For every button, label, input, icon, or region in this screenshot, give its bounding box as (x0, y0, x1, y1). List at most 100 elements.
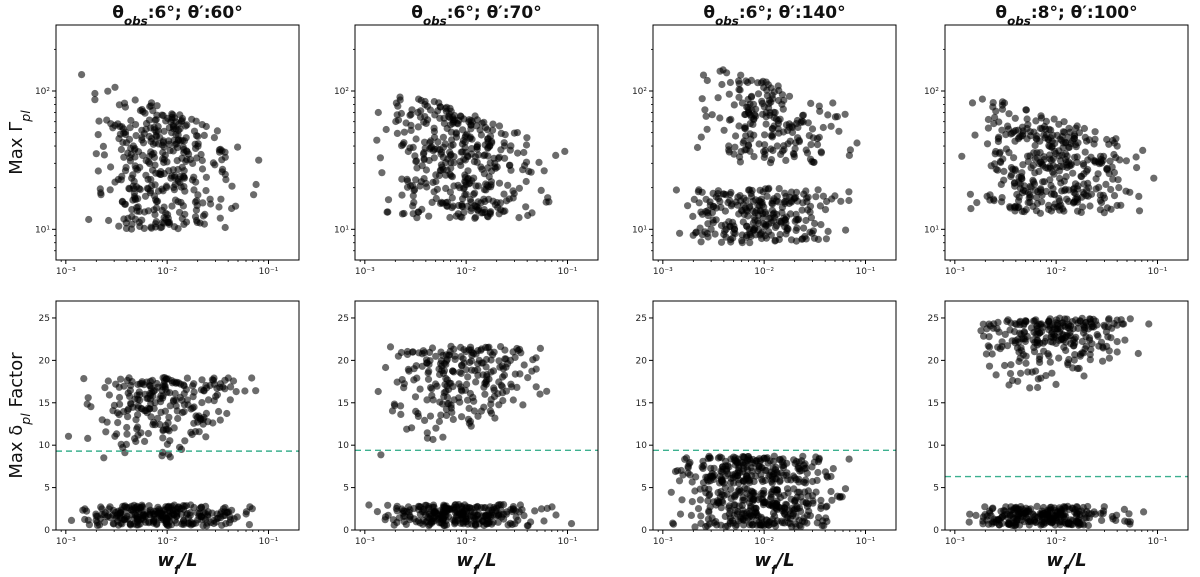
x-tick-label: 10⁻² (456, 537, 476, 547)
data-point (720, 491, 728, 499)
data-point (990, 120, 998, 128)
data-point (769, 509, 778, 517)
data-point (755, 140, 763, 148)
data-point (1052, 380, 1060, 388)
data-point (1072, 195, 1080, 203)
data-point (93, 518, 101, 527)
data-point (983, 140, 992, 148)
data-point (153, 520, 161, 529)
data-point (1020, 335, 1028, 343)
data-point (1135, 192, 1143, 200)
data-point (123, 430, 131, 438)
data-point (123, 423, 131, 432)
data-point (734, 201, 742, 209)
data-point (432, 424, 440, 432)
data-point (147, 137, 155, 145)
data-point (160, 127, 168, 135)
data-point (778, 203, 787, 211)
data-point (497, 343, 505, 351)
data-point (190, 173, 198, 181)
data-point (998, 105, 1007, 113)
data-point (814, 186, 822, 194)
data-point (520, 511, 528, 520)
x-tick-label: 10⁻² (754, 537, 774, 547)
data-point (684, 202, 692, 210)
data-point (423, 434, 432, 442)
data-point (1046, 504, 1054, 512)
data-point (413, 374, 421, 382)
data-point (1055, 504, 1063, 512)
data-point (1010, 154, 1018, 162)
data-point (1120, 505, 1128, 513)
data-point (789, 510, 798, 518)
data-point (1081, 514, 1089, 522)
x-axis-label: wf/L (1046, 550, 1086, 577)
data-point (153, 197, 162, 205)
data-point (552, 151, 560, 159)
data-point (428, 344, 437, 352)
data-point (221, 223, 229, 232)
data-point (842, 226, 850, 234)
data-point (829, 99, 837, 107)
data-point (432, 177, 440, 186)
data-point (703, 76, 711, 85)
data-point (813, 141, 822, 149)
data-point (469, 511, 477, 519)
data-point (745, 106, 753, 114)
data-point (713, 497, 722, 505)
data-point (1010, 179, 1019, 187)
data-point (785, 123, 793, 131)
data-point (250, 191, 258, 199)
data-point (989, 195, 998, 203)
data-point (1125, 510, 1133, 518)
data-point (161, 407, 169, 415)
data-point (778, 458, 787, 466)
data-point (447, 379, 455, 387)
data-point (145, 116, 153, 124)
data-point (719, 190, 727, 198)
data-point (374, 108, 382, 117)
data-point (495, 511, 503, 520)
data-point (1081, 345, 1089, 353)
data-point (1068, 517, 1076, 525)
data-point (121, 449, 129, 457)
data-point (1049, 185, 1057, 193)
data-point (128, 212, 136, 221)
data-point (815, 102, 823, 110)
data-point (386, 343, 395, 351)
data-point (126, 124, 134, 132)
data-point (494, 518, 502, 526)
data-point (171, 196, 180, 204)
data-point (698, 210, 707, 218)
data-point (104, 87, 112, 95)
data-point (520, 361, 528, 369)
data-point (1058, 518, 1066, 526)
data-point (994, 318, 1002, 326)
data-point (464, 373, 472, 381)
data-point (786, 137, 794, 145)
data-point (1145, 320, 1153, 328)
data-point (1117, 316, 1125, 324)
y-tick-label: 10¹ (35, 225, 50, 235)
panel-title: θobs:6°; θ′:60° (112, 3, 242, 28)
y-tick-label: 10¹ (334, 225, 349, 235)
data-point (1150, 174, 1158, 182)
data-point (177, 198, 185, 207)
data-point (757, 463, 766, 472)
data-point (216, 416, 224, 424)
data-point (528, 367, 536, 375)
data-point (768, 206, 776, 214)
data-point (1029, 176, 1037, 184)
data-point (186, 511, 194, 519)
data-point (757, 471, 765, 479)
data-point (241, 387, 249, 395)
data-point (998, 338, 1006, 346)
x-axis-label: wf/L (157, 550, 197, 577)
data-point (973, 199, 981, 207)
data-point (458, 505, 466, 513)
data-point (1000, 99, 1009, 107)
data-point (669, 519, 677, 527)
data-point (462, 190, 470, 198)
data-point (1040, 178, 1048, 186)
data-point (105, 216, 113, 225)
